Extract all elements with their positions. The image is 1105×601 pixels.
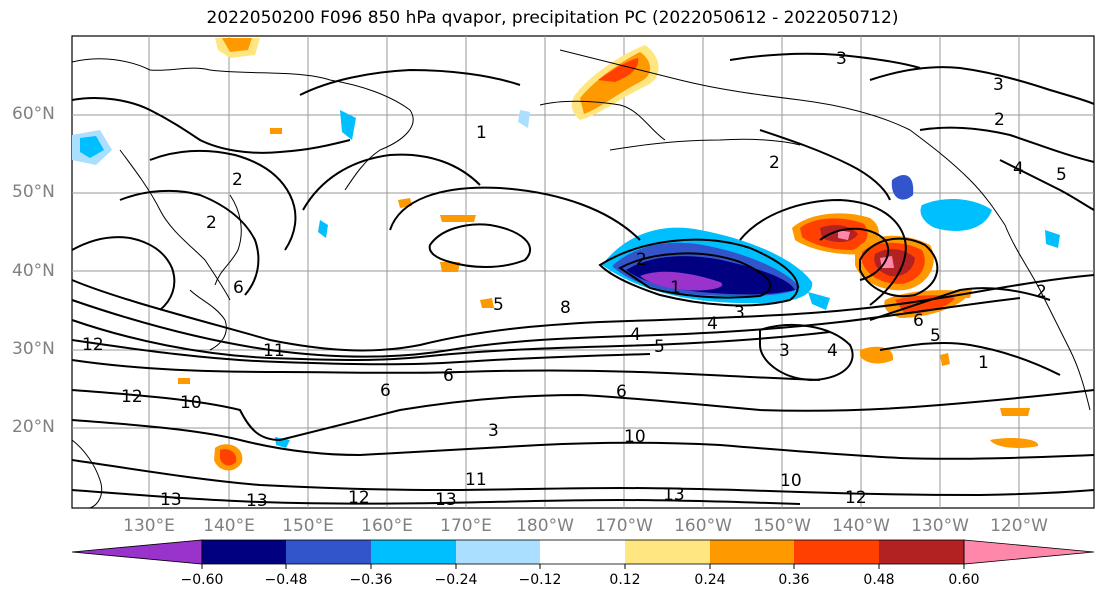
contour-label: 10 [624,427,646,447]
lon-label: 160°E [361,516,413,536]
contour-label: 1 [978,353,989,373]
colorbar-segment-5 [540,540,625,564]
colorbar-segment-10 [963,539,1095,565]
contour-label: 6 [380,381,391,401]
contour-label: 13 [246,491,268,511]
contour-label: 11 [465,470,487,490]
contour-label: 12 [82,335,104,355]
contour-label: 10 [780,471,802,491]
lon-label: 150°E [282,516,334,536]
contour-label: 6 [616,382,627,402]
contour-label: 4 [707,314,718,334]
contour-label: 3 [993,75,1004,95]
colorbar-tick-label: −0.24 [434,572,478,588]
colorbar-tick-label: 0.60 [948,572,980,588]
contour-label: 6 [913,311,924,331]
colorbar-tick-label: −0.60 [180,572,224,588]
contour-label: 3 [779,341,790,361]
lon-label: 160°W [674,516,732,536]
contour-label: 8 [560,298,571,318]
contour-label: 5 [654,337,665,357]
contour-label: 13 [160,490,182,510]
contour-label: 13 [663,485,685,505]
contour-label: 11 [263,341,285,361]
contour-label: 12 [121,387,143,407]
contour-label: 4 [630,325,641,345]
contour-label: 2 [206,213,217,233]
colorbar-tick-label: 0.12 [609,572,641,588]
contour-label: 12 [348,488,370,508]
contour-label: 5 [1056,165,1067,185]
precip-positive-shading [178,38,1039,471]
coastlines [71,49,1091,509]
colorbar [71,539,1095,569]
lat-label: 40°N [12,261,55,281]
lon-label: 140°E [203,516,255,536]
lon-label: 130°W [911,516,969,536]
contour-label: 2 [232,170,243,190]
contour-label: 2 [1036,282,1047,302]
colorbar-segment-0 [71,539,203,565]
colorbar-segment-3 [371,540,456,564]
contour-labels: 1 2 2 2 3 3 3 4 5 6 8 10 11 12 13 13 12 … [82,49,1067,511]
contour-label: 3 [836,49,847,69]
contour-label: 1 [670,278,681,298]
contour-label: 10 [180,393,202,413]
lon-label: 180°W [516,516,574,536]
lon-label: 140°W [832,516,890,536]
lat-label: 20°N [12,417,55,437]
contour-label: 3 [734,303,745,323]
lon-label: 150°W [753,516,811,536]
contour-label: 12 [845,488,867,508]
colorbar-tick-label: −0.36 [349,572,393,588]
lon-label: 170°E [440,516,492,536]
colorbar-tick-label: −0.12 [518,572,562,588]
colorbar-segment-7 [710,540,794,564]
contour-label: 2 [994,110,1005,130]
contour-label: 4 [827,341,838,361]
contour-label: 2 [769,153,780,173]
lat-label: 30°N [12,339,55,359]
colorbar-segment-6 [625,540,710,564]
lat-label: 50°N [12,182,55,202]
contour-label: 2 [636,250,647,270]
lon-label: 170°W [595,516,653,536]
colorbar-segment-2 [286,540,371,564]
colorbar-tick-label: 0.48 [863,572,895,588]
lon-label: 120°W [990,516,1048,536]
contour-label: 3 [488,421,499,441]
colorbar-segment-8 [794,540,879,564]
colorbar-segment-1 [202,540,286,564]
map-title: 2022050200 F096 850 hPa qvapor, precipit… [206,8,899,28]
contour-label: 6 [233,278,244,298]
colorbar-tick-label: 0.36 [778,572,810,588]
contour-label: 5 [930,326,941,346]
lat-label: 60°N [12,104,55,124]
contour-label: 4 [1013,159,1024,179]
colorbar-tick-label: 0.24 [694,572,726,588]
lon-label: 130°E [123,516,175,536]
colorbar-segment-4 [456,540,540,564]
colorbar-segment-9 [879,540,964,564]
colorbar-tick-label: −0.48 [264,572,308,588]
contour-label: 6 [443,366,454,386]
contour-label: 5 [493,295,504,315]
contour-label: 13 [435,490,457,510]
contour-label: 1 [476,123,487,143]
qvapor-contours [71,52,1095,505]
